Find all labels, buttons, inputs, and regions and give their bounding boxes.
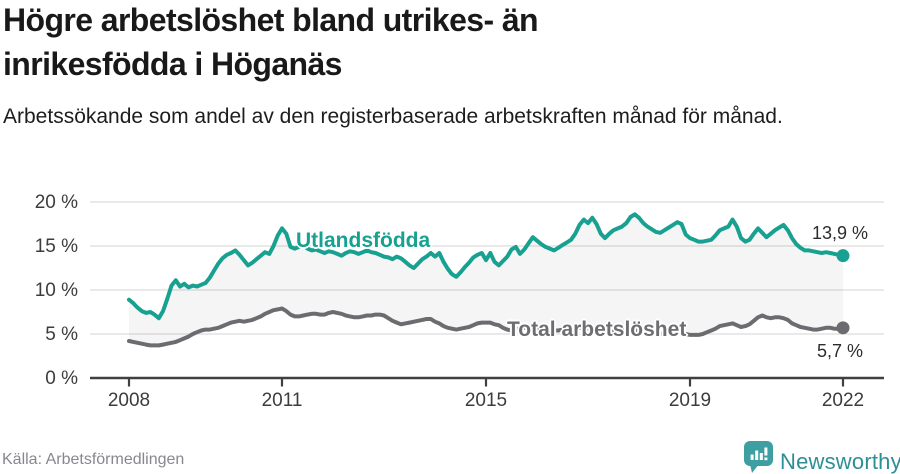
y-axis-tick-label-10: 10 %	[34, 280, 78, 301]
series-label-total-arbetsloshet: Total arbetslöshet	[507, 318, 687, 341]
end-value-label-utlandsfodda: 13,9 %	[812, 223, 869, 243]
source-note: Källa: Arbetsförmedlingen	[2, 451, 185, 468]
series-label-utlandsfodda: Utlandsfödda	[296, 229, 431, 252]
y-axis-tick-label-5: 5 %	[45, 324, 78, 345]
x-axis-tick-label-2022: 2022	[821, 390, 865, 411]
chart-title: Högre arbetslöshet bland utrikes- än inr…	[3, 2, 539, 82]
y-axis-tick-label-20: 20 %	[34, 192, 78, 213]
newsworthy-wordmark: Newsworthy	[780, 449, 900, 474]
y-axis-tick-label-0: 0 %	[45, 368, 78, 389]
x-axis-tick-label-2019: 2019	[668, 390, 712, 411]
newsworthy-bubble-chart-icon	[744, 441, 773, 473]
x-axis-tick-label-2015: 2015	[464, 390, 508, 411]
x-axis-tick-label-2011: 2011	[261, 390, 303, 411]
end-value-label-total: 5,7 %	[817, 341, 864, 361]
x-axis-tick-label-2008: 2008	[107, 390, 151, 411]
y-axis-tick-label-15: 15 %	[34, 236, 78, 257]
chart-subtitle: Arbetssökande som andel av den registerb…	[3, 105, 783, 128]
